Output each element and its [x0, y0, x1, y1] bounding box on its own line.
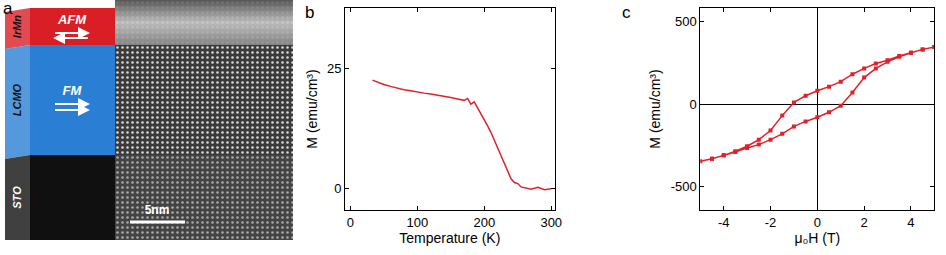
- svg-text:b: b: [305, 3, 314, 22]
- svg-text:M (emu/cm³): M (emu/cm³): [304, 69, 320, 148]
- svg-text:μ₀H (T): μ₀H (T): [794, 230, 840, 246]
- svg-text:c: c: [622, 3, 631, 22]
- svg-text:0: 0: [814, 215, 821, 230]
- svg-text:IrMn: IrMn: [11, 15, 23, 39]
- svg-text:M (emu/cm³): M (emu/cm³): [647, 69, 663, 148]
- svg-text:300: 300: [540, 215, 562, 230]
- svg-text:0: 0: [334, 181, 341, 196]
- svg-text:FM: FM: [63, 83, 83, 98]
- svg-text:100: 100: [406, 215, 428, 230]
- svg-text:a: a: [3, 0, 13, 18]
- svg-text:-500: -500: [671, 179, 697, 194]
- svg-text:2: 2: [861, 215, 868, 230]
- svg-text:4: 4: [907, 215, 914, 230]
- svg-text:AFM: AFM: [57, 12, 87, 27]
- svg-text:-2: -2: [765, 215, 777, 230]
- svg-text:200: 200: [473, 215, 495, 230]
- svg-text:0: 0: [689, 97, 696, 112]
- svg-text:STO: STO: [11, 186, 23, 209]
- svg-text:500: 500: [675, 14, 697, 29]
- svg-text:0: 0: [347, 215, 354, 230]
- svg-text:5nm: 5nm: [145, 203, 170, 217]
- svg-text:LCMO: LCMO: [11, 83, 23, 116]
- svg-text:-4: -4: [718, 215, 730, 230]
- svg-text:25: 25: [327, 61, 341, 76]
- svg-text:Temperature (K): Temperature (K): [399, 230, 500, 246]
